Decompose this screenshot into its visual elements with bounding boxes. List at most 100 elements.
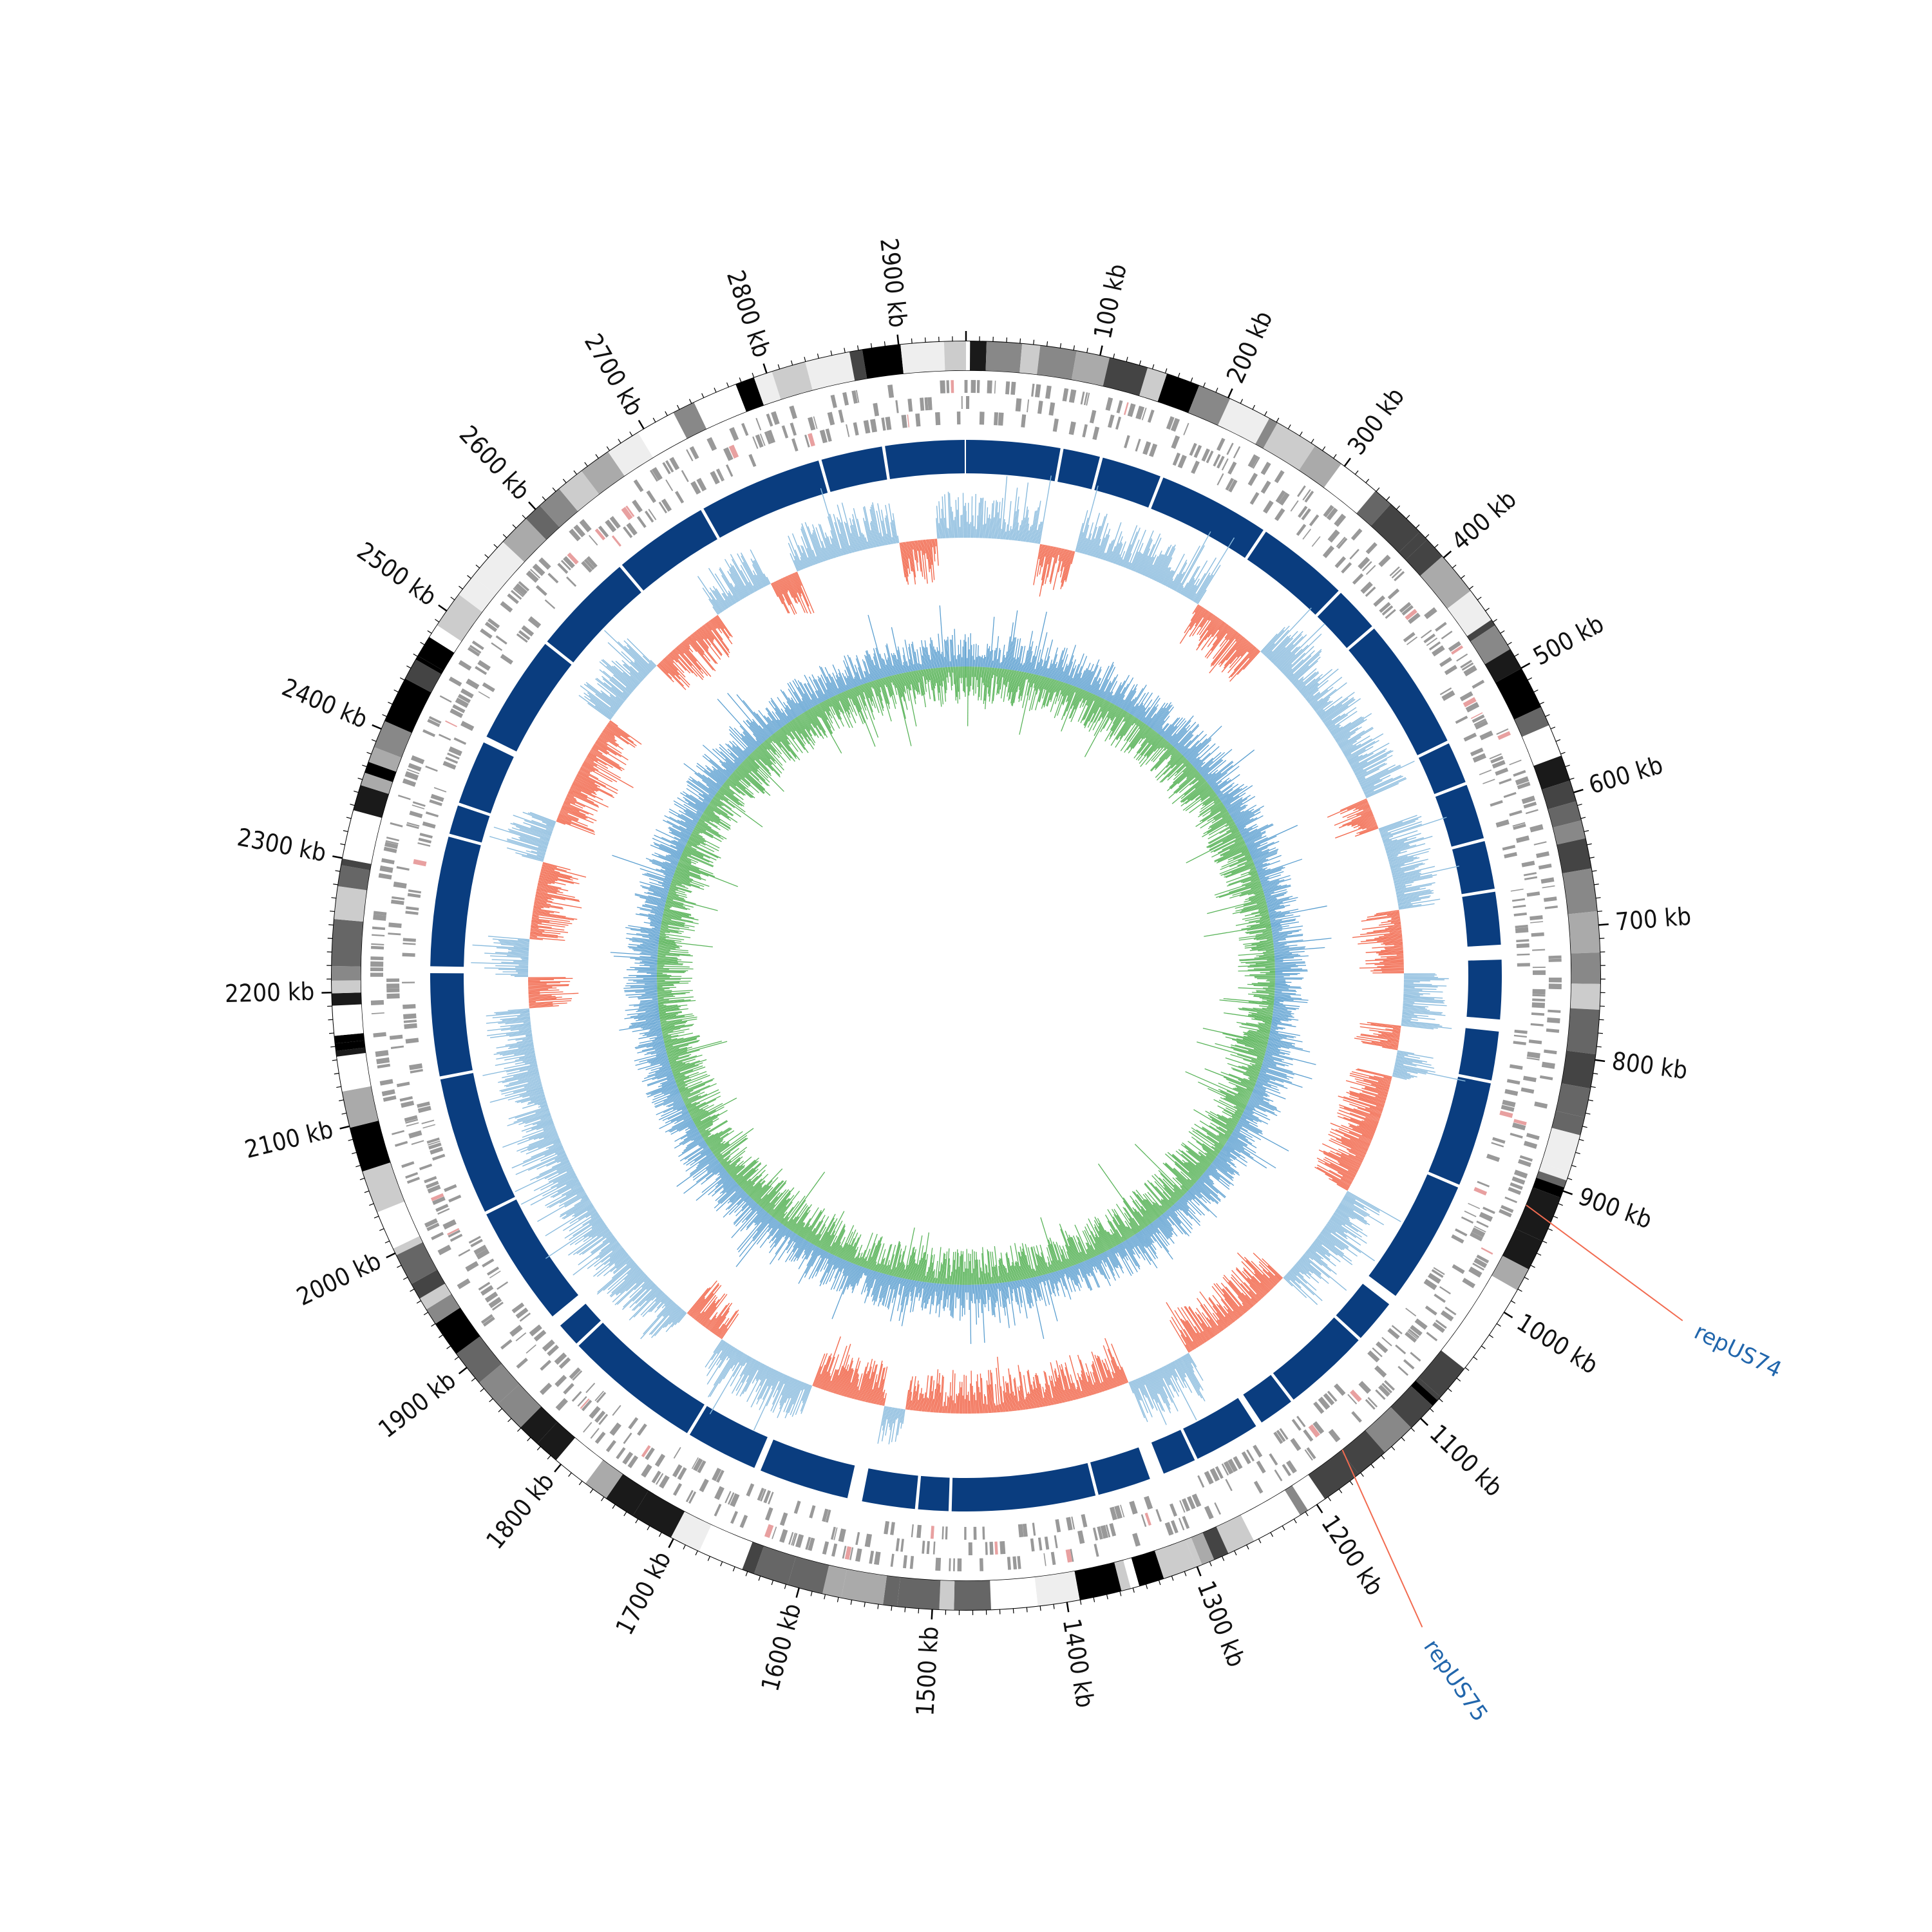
gc-bar xyxy=(739,1361,759,1397)
gc-bar xyxy=(869,522,876,547)
tick-mark xyxy=(527,1437,531,1441)
gc-bar xyxy=(580,685,616,713)
gc-bar xyxy=(763,573,770,585)
gc-bar xyxy=(1338,1205,1370,1226)
skew-bar xyxy=(1120,684,1135,708)
gc-bar xyxy=(1002,519,1005,540)
gene-feature xyxy=(1376,1341,1388,1354)
gene-feature xyxy=(1531,1002,1546,1009)
gc-bar xyxy=(1197,589,1207,605)
tick-mark xyxy=(1419,1417,1429,1426)
gc-bar xyxy=(815,556,819,564)
gene-feature xyxy=(724,1491,732,1504)
gc-bar xyxy=(770,583,779,598)
gc-bar xyxy=(1315,701,1331,713)
gc-bar xyxy=(1100,1383,1104,1392)
gc-bar xyxy=(1107,522,1122,562)
gene-feature xyxy=(1144,1495,1153,1510)
gc-bar xyxy=(730,1355,749,1387)
gene-feature xyxy=(428,1141,440,1146)
gc-bar xyxy=(1033,1376,1039,1408)
tick-mark xyxy=(379,1228,384,1231)
gc-bar xyxy=(1043,1397,1046,1406)
tick-mark xyxy=(1359,1472,1364,1477)
gc-bar xyxy=(905,542,909,559)
gc-bar xyxy=(662,659,690,688)
gc-bar xyxy=(531,925,565,931)
karyotype-band-96 xyxy=(420,1283,451,1310)
gc-bar xyxy=(635,1283,656,1304)
gc-bar xyxy=(1038,544,1043,560)
gc-bar xyxy=(535,896,548,900)
gene-feature xyxy=(855,390,860,403)
gc-bar xyxy=(1262,1274,1275,1287)
gc-bar xyxy=(1391,866,1419,874)
gc-bar xyxy=(909,1400,913,1410)
gc-bar xyxy=(800,545,810,567)
gene-feature xyxy=(1543,896,1557,902)
gene-feature xyxy=(594,528,606,541)
gene-feature xyxy=(831,1543,838,1557)
gc-bar xyxy=(631,1285,658,1311)
gene-feature xyxy=(500,1339,513,1350)
gc-bar xyxy=(1333,713,1372,739)
gc-bar xyxy=(1097,1355,1110,1390)
gc-bar xyxy=(1273,634,1302,664)
synteny-block xyxy=(430,837,481,967)
gc-bar xyxy=(515,1164,572,1192)
gc-bar xyxy=(724,558,747,597)
gene-feature xyxy=(1465,702,1480,713)
gc-bar xyxy=(592,745,608,755)
gc-bar xyxy=(720,1328,728,1339)
gc-bar xyxy=(1303,683,1320,697)
gc-bar xyxy=(732,1354,747,1377)
gc-bar xyxy=(664,658,690,686)
gc-bar xyxy=(583,761,594,767)
gc-bar xyxy=(1184,578,1195,596)
gc-bar xyxy=(1353,819,1376,829)
gene-feature xyxy=(389,1034,403,1040)
gc-bar xyxy=(625,1273,646,1292)
tick-mark xyxy=(658,1531,662,1537)
gc-bar xyxy=(1392,866,1435,877)
gc-bar xyxy=(905,1390,909,1410)
gc-bar xyxy=(1035,1372,1043,1407)
skew-bar xyxy=(1054,650,1064,680)
karyotype-band-50 xyxy=(1418,1350,1464,1397)
gc-bar xyxy=(1050,1362,1060,1404)
gene-feature xyxy=(1253,1481,1264,1494)
gc-bar xyxy=(870,506,880,547)
gc-bar xyxy=(920,1394,923,1412)
gc-bar xyxy=(952,1400,954,1414)
gc-bar xyxy=(897,1408,900,1419)
gc-bar xyxy=(897,1408,902,1435)
gc-bar xyxy=(715,615,731,637)
gc-bar xyxy=(1020,482,1029,542)
gene-feature xyxy=(935,412,941,426)
gc-bar xyxy=(750,558,766,587)
tick-mark xyxy=(1567,1177,1573,1180)
karyotype-band-19 xyxy=(1420,556,1471,609)
gc-bar xyxy=(661,1298,671,1309)
gc-bar xyxy=(983,1403,985,1414)
gc-bar xyxy=(1399,903,1435,910)
gene-feature xyxy=(648,509,657,520)
gc-bar xyxy=(509,1075,540,1084)
skew-bar xyxy=(1038,676,1046,702)
tick-mark xyxy=(1571,1164,1577,1168)
karyotype-band-80 xyxy=(788,1557,829,1594)
gene-feature xyxy=(383,1095,397,1102)
gc-bar xyxy=(1338,1128,1372,1142)
gc-bar xyxy=(1402,1012,1414,1015)
gc-bar xyxy=(584,759,634,788)
gc-bar xyxy=(1314,1239,1323,1245)
gene-feature xyxy=(1407,1330,1418,1340)
gc-bar xyxy=(1061,1364,1071,1401)
gene-feature xyxy=(1298,506,1308,518)
gc-bar xyxy=(1211,625,1231,651)
gc-bar xyxy=(1387,851,1401,857)
skew-bar xyxy=(1209,749,1255,786)
karyotype-band-84 xyxy=(670,1511,712,1551)
gc-bar xyxy=(675,647,692,667)
gc-bar xyxy=(1049,547,1058,582)
